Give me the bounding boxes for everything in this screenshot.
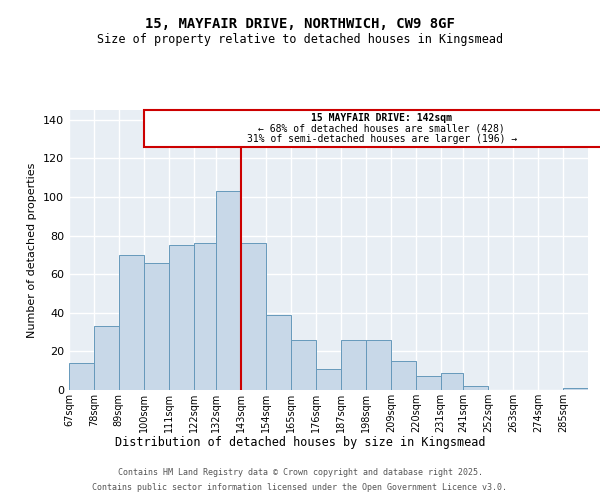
Text: ← 68% of detached houses are smaller (428): ← 68% of detached houses are smaller (42… <box>259 124 505 134</box>
Text: Size of property relative to detached houses in Kingsmead: Size of property relative to detached ho… <box>97 32 503 46</box>
Bar <box>316 369 341 390</box>
Bar <box>217 191 241 390</box>
Bar <box>144 110 600 146</box>
Bar <box>440 372 463 390</box>
Bar <box>563 388 588 390</box>
Bar <box>266 314 291 390</box>
Bar <box>241 243 266 390</box>
Text: Contains HM Land Registry data © Crown copyright and database right 2025.: Contains HM Land Registry data © Crown c… <box>118 468 482 477</box>
Text: 15, MAYFAIR DRIVE, NORTHWICH, CW9 8GF: 15, MAYFAIR DRIVE, NORTHWICH, CW9 8GF <box>145 18 455 32</box>
Bar <box>94 326 119 390</box>
Text: Contains public sector information licensed under the Open Government Licence v3: Contains public sector information licen… <box>92 483 508 492</box>
Bar <box>144 262 169 390</box>
Bar <box>169 245 194 390</box>
Bar <box>366 340 391 390</box>
Bar <box>69 363 94 390</box>
Text: 15 MAYFAIR DRIVE: 142sqm: 15 MAYFAIR DRIVE: 142sqm <box>311 113 452 123</box>
Bar <box>341 340 366 390</box>
Bar <box>194 243 217 390</box>
Y-axis label: Number of detached properties: Number of detached properties <box>28 162 37 338</box>
Bar <box>463 386 488 390</box>
Bar <box>416 376 440 390</box>
Text: Distribution of detached houses by size in Kingsmead: Distribution of detached houses by size … <box>115 436 485 449</box>
Text: 31% of semi-detached houses are larger (196) →: 31% of semi-detached houses are larger (… <box>247 134 517 144</box>
Bar <box>119 255 144 390</box>
Bar <box>391 361 416 390</box>
Bar <box>291 340 316 390</box>
